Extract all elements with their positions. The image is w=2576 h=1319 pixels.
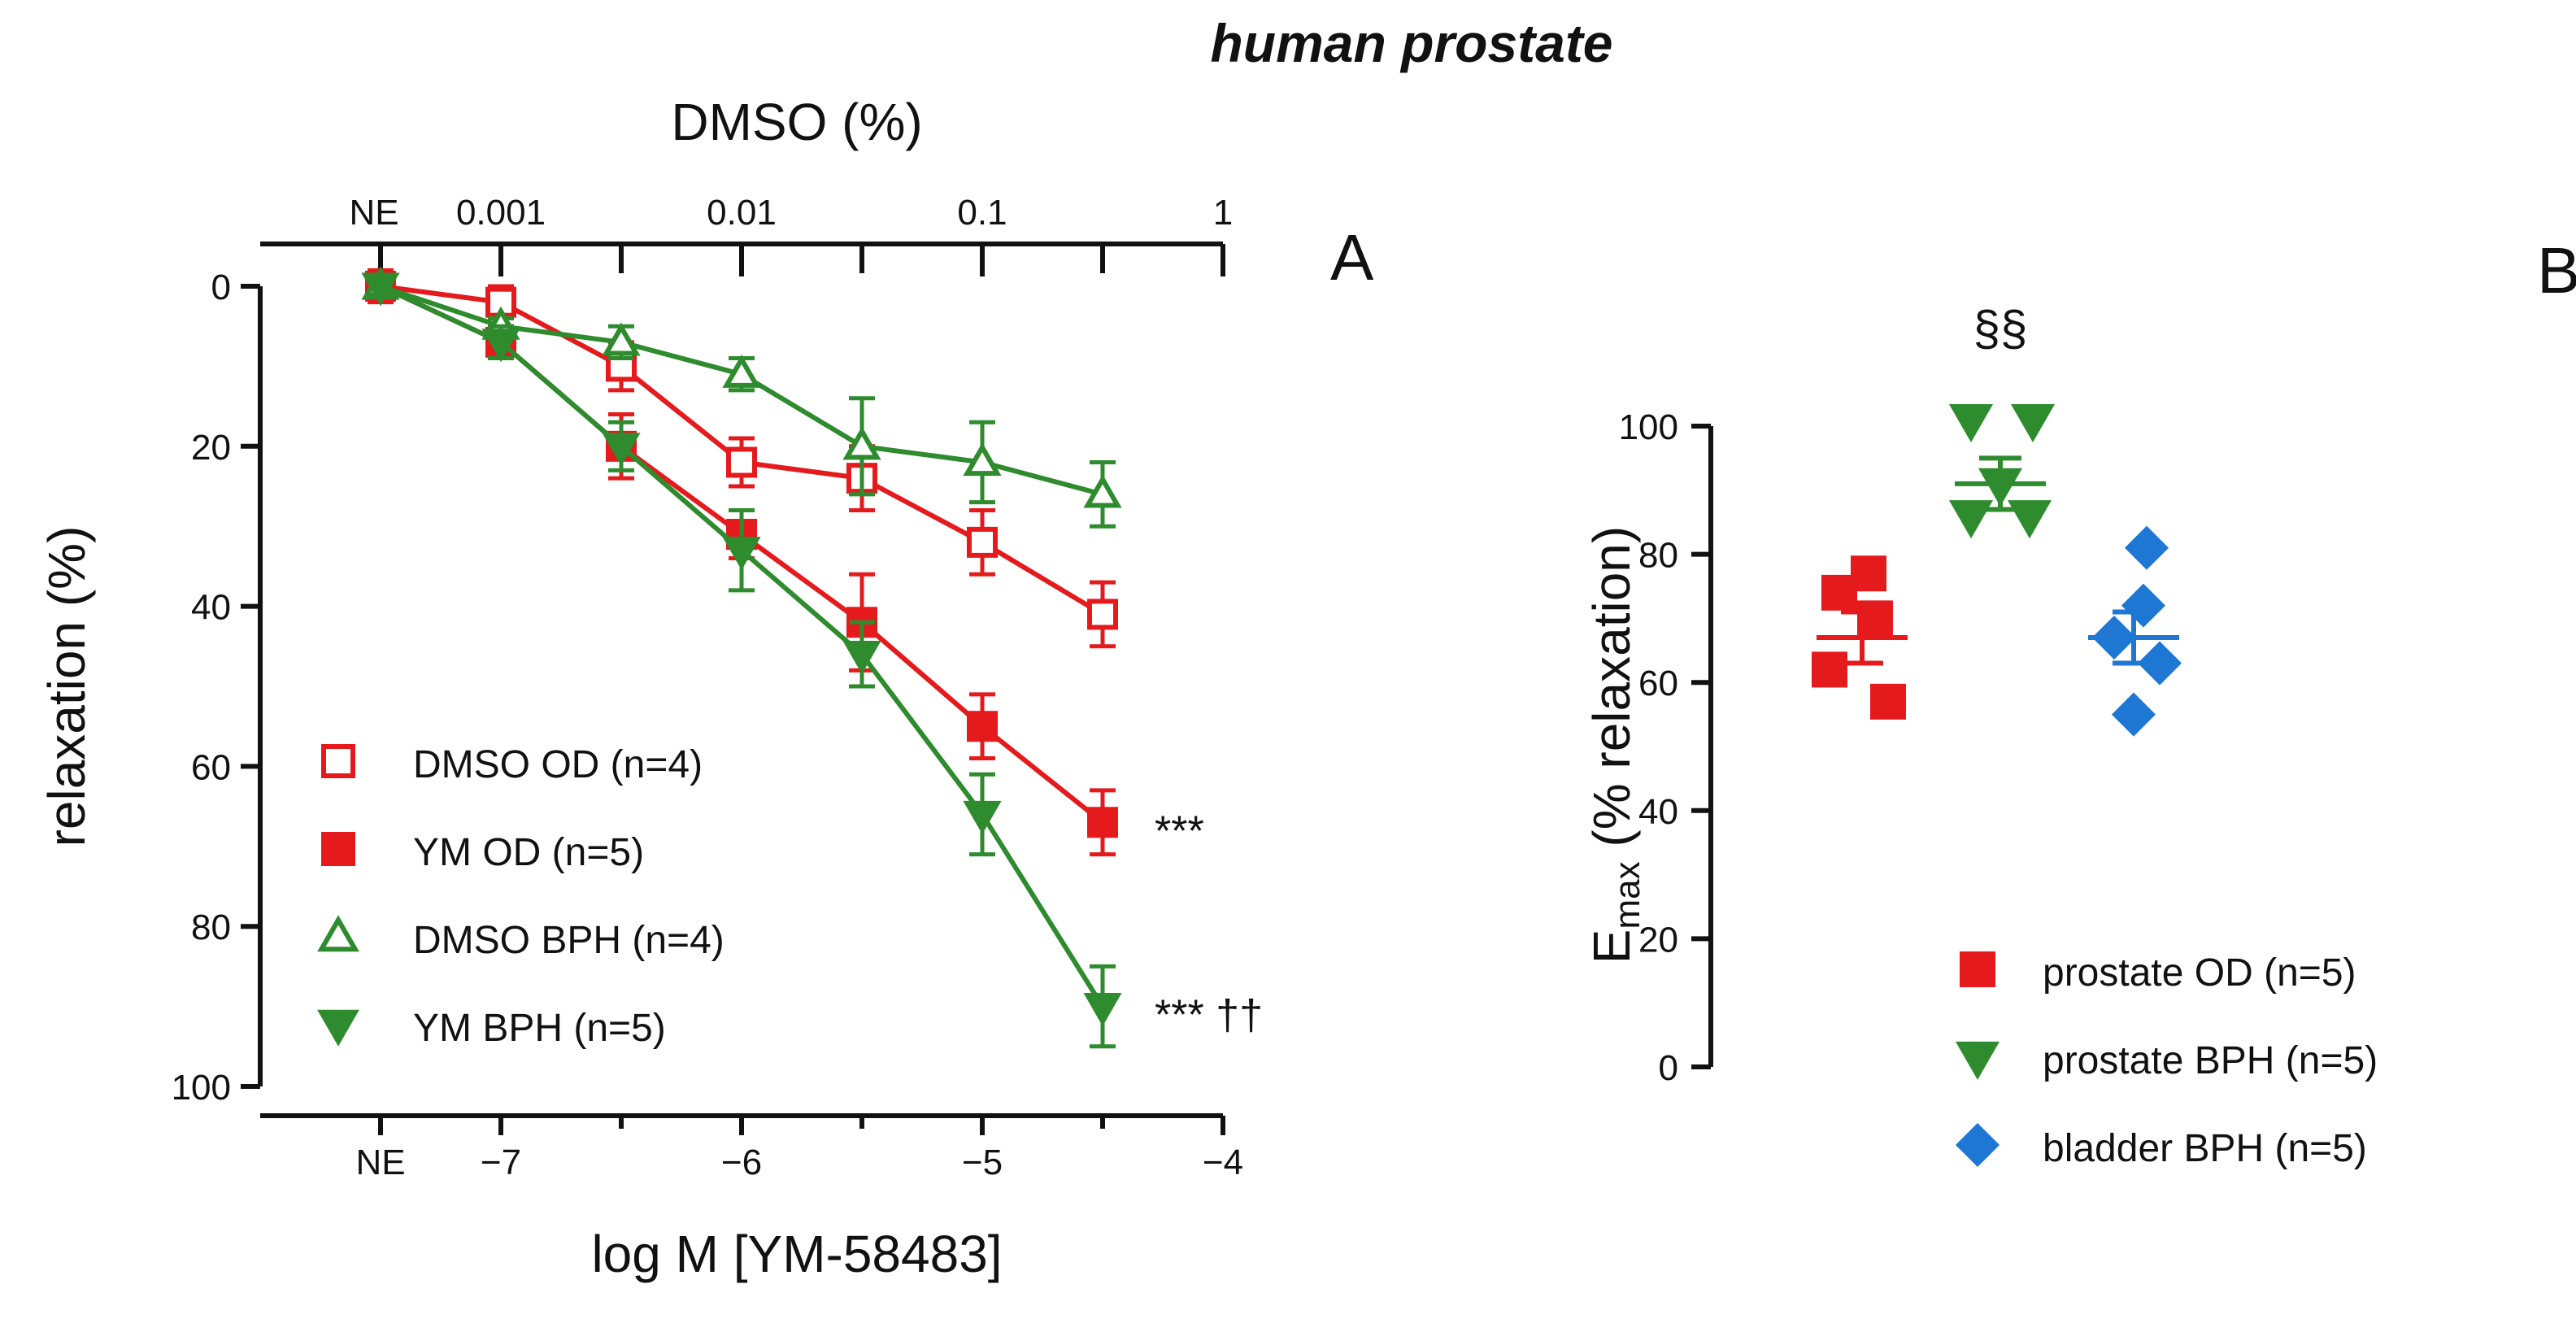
y-tick-label: 80 bbox=[191, 908, 231, 947]
y-tick-label: 20 bbox=[191, 428, 231, 468]
scatter-point bbox=[1851, 555, 1886, 592]
scatter-point bbox=[1812, 651, 1847, 688]
data-point bbox=[726, 446, 757, 478]
panel-a-legend: DMSO OD (n=4) YM OD (n=5) DMSO BPH (n=4) YM… bbox=[317, 743, 724, 1050]
group-1 bbox=[1948, 403, 2056, 539]
legend-marker bbox=[321, 832, 355, 866]
y-tick-label-b: 100 bbox=[1619, 407, 1678, 447]
y-axis-label-b: Emax (% relaxation) bbox=[1582, 526, 1647, 964]
y-tick-label-b: 0 bbox=[1659, 1048, 1678, 1088]
x-tick-label: −7 bbox=[481, 1143, 521, 1182]
scatter-point bbox=[2010, 403, 2056, 442]
y-tick-label-b: 60 bbox=[1638, 664, 1678, 703]
figure-title: human prostate bbox=[1210, 13, 1612, 73]
significance-annotation: *** bbox=[1155, 808, 1204, 855]
ylabel-main: E bbox=[1582, 929, 1641, 964]
top-axis-label: DMSO (%) bbox=[671, 93, 922, 151]
data-point bbox=[602, 433, 641, 467]
x-tick-label: NE bbox=[355, 1143, 405, 1182]
legend-marker bbox=[317, 915, 359, 952]
data-point bbox=[722, 537, 761, 571]
data-point bbox=[842, 641, 881, 675]
panel-a-chart: A DMSO (%) log M [YM-58483] relaxation (… bbox=[37, 93, 1374, 1283]
data-point bbox=[1087, 807, 1118, 838]
legend-marker-b bbox=[1960, 951, 1995, 987]
significance-annotation-b: §§ bbox=[1973, 301, 2028, 355]
y-tick-label: 0 bbox=[211, 268, 231, 307]
data-point bbox=[963, 800, 1002, 834]
scatter-point bbox=[2124, 525, 2169, 570]
x-tick-label: −5 bbox=[962, 1143, 1003, 1182]
series-line bbox=[379, 284, 1105, 1008]
legend-label: DMSO BPH (n=4) bbox=[413, 919, 724, 962]
legend-label: YM OD (n=5) bbox=[413, 831, 644, 874]
legend-label-b: prostate OD (n=5) bbox=[2043, 951, 2356, 995]
top-tick-label: NE bbox=[349, 193, 398, 233]
data-point bbox=[842, 426, 881, 460]
panel-a-series bbox=[361, 266, 1122, 1049]
panel-a-annotations: *** *** †† bbox=[1155, 808, 1263, 1038]
data-point bbox=[722, 354, 761, 388]
x-tick-label: −4 bbox=[1203, 1143, 1243, 1182]
scatter-point bbox=[2137, 641, 2182, 686]
panel-b-axes: 0 20 40 60 80 100 bbox=[1619, 407, 1713, 1088]
significance-annotation: *** †† bbox=[1155, 992, 1263, 1039]
legend-label: DMSO OD (n=4) bbox=[413, 743, 703, 786]
scatter-point bbox=[1948, 403, 1994, 442]
data-point bbox=[1083, 474, 1122, 508]
data-point bbox=[602, 322, 641, 356]
panel-a-label: A bbox=[1330, 221, 1374, 294]
legend-marker-b bbox=[1955, 1041, 2000, 1080]
y-tick-label: 60 bbox=[191, 747, 231, 787]
x-axis-label: log M [YM-58483] bbox=[591, 1225, 1002, 1283]
top-tick-label: 0.001 bbox=[456, 193, 546, 233]
data-point bbox=[1083, 993, 1122, 1027]
scatter-point bbox=[1870, 683, 1906, 720]
ylabel-subscript: max bbox=[1608, 861, 1647, 929]
scatter-point bbox=[2121, 583, 2166, 628]
y-tick-label: 100 bbox=[172, 1068, 231, 1108]
panel-b-chart: B Emax (% relaxation) 0 20 40 60 80 100 §§ pr… bbox=[1582, 234, 2576, 1170]
group-0 bbox=[1812, 555, 1908, 720]
data-point bbox=[967, 711, 998, 742]
y-tick-label: 40 bbox=[191, 588, 231, 628]
scatter-point bbox=[2111, 692, 2156, 737]
data-point bbox=[1087, 599, 1118, 630]
data-point bbox=[963, 442, 1002, 477]
group-2 bbox=[2088, 525, 2182, 737]
panel-b-label: B bbox=[2537, 234, 2576, 307]
panel-b-legend: prostate OD (n=5) prostate BPH (n=5) bladd… bbox=[1955, 951, 2378, 1170]
top-tick-label: 0.01 bbox=[707, 193, 777, 233]
x-tick-label: −6 bbox=[721, 1143, 762, 1182]
panel-b-points: §§ bbox=[1812, 301, 2182, 737]
legend-marker-b bbox=[1955, 1122, 2000, 1168]
legend-label-b: bladder BPH (n=5) bbox=[2043, 1127, 2367, 1170]
scatter-point bbox=[1821, 574, 1857, 611]
top-tick-label: 0.1 bbox=[957, 193, 1007, 233]
y-tick-label-b: 20 bbox=[1638, 920, 1678, 960]
legend-label-b: prostate BPH (n=5) bbox=[2043, 1039, 2378, 1082]
y-tick-label-b: 80 bbox=[1638, 536, 1678, 576]
data-point bbox=[967, 526, 998, 558]
legend-marker bbox=[317, 1009, 359, 1047]
top-tick-label: 1 bbox=[1213, 193, 1233, 233]
data-point bbox=[481, 329, 520, 363]
data-point bbox=[361, 272, 400, 307]
panel-a-axes: 0 20 40 60 80 100 NE −7 −6 −5 −4 NE 0.001 0.01 0.1 1 bbox=[172, 193, 1244, 1182]
ylabel-rest: (% relaxation) bbox=[1582, 526, 1641, 862]
series-3 bbox=[361, 272, 1122, 1049]
legend-marker bbox=[321, 744, 355, 778]
legend-label: YM BPH (n=5) bbox=[413, 1007, 666, 1050]
y-axis-label: relaxation (%) bbox=[37, 526, 96, 847]
y-tick-label-b: 40 bbox=[1638, 792, 1678, 832]
